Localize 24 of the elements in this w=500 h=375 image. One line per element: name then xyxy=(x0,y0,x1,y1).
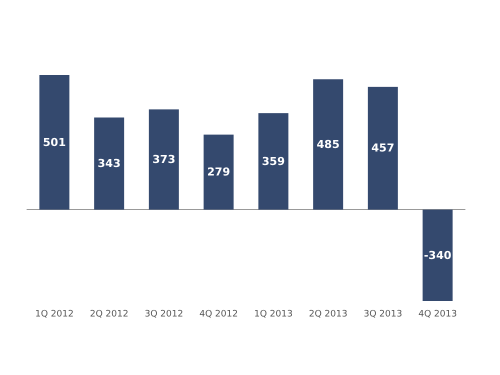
bar xyxy=(94,117,124,210)
data-label: 343 xyxy=(98,157,121,170)
x-tick-label: 1Q 2013 xyxy=(254,310,293,320)
bar xyxy=(204,134,234,210)
x-tick-label: 2Q 2012 xyxy=(90,310,128,320)
x-tick-label: 4Q 2012 xyxy=(199,310,238,320)
bar xyxy=(39,75,70,210)
data-label: 457 xyxy=(371,142,394,155)
data-label: 485 xyxy=(316,138,340,151)
data-label: -340 xyxy=(424,248,452,262)
bar xyxy=(258,113,288,210)
data-label: 279 xyxy=(207,166,230,179)
bar xyxy=(368,86,398,210)
data-label: 501 xyxy=(42,136,66,149)
x-tick-label: 3Q 2012 xyxy=(144,310,184,320)
x-tick-label: 4Q 2013 xyxy=(418,310,457,320)
bar xyxy=(313,79,344,210)
bar xyxy=(148,109,179,210)
data-label: 373 xyxy=(152,153,176,166)
bar xyxy=(422,210,453,301)
x-tick-label: 2Q 2013 xyxy=(308,310,348,320)
data-label: 359 xyxy=(262,154,285,168)
x-tick-label: 3Q 2013 xyxy=(364,310,402,320)
x-tick-label: 1Q 2012 xyxy=(35,310,74,320)
